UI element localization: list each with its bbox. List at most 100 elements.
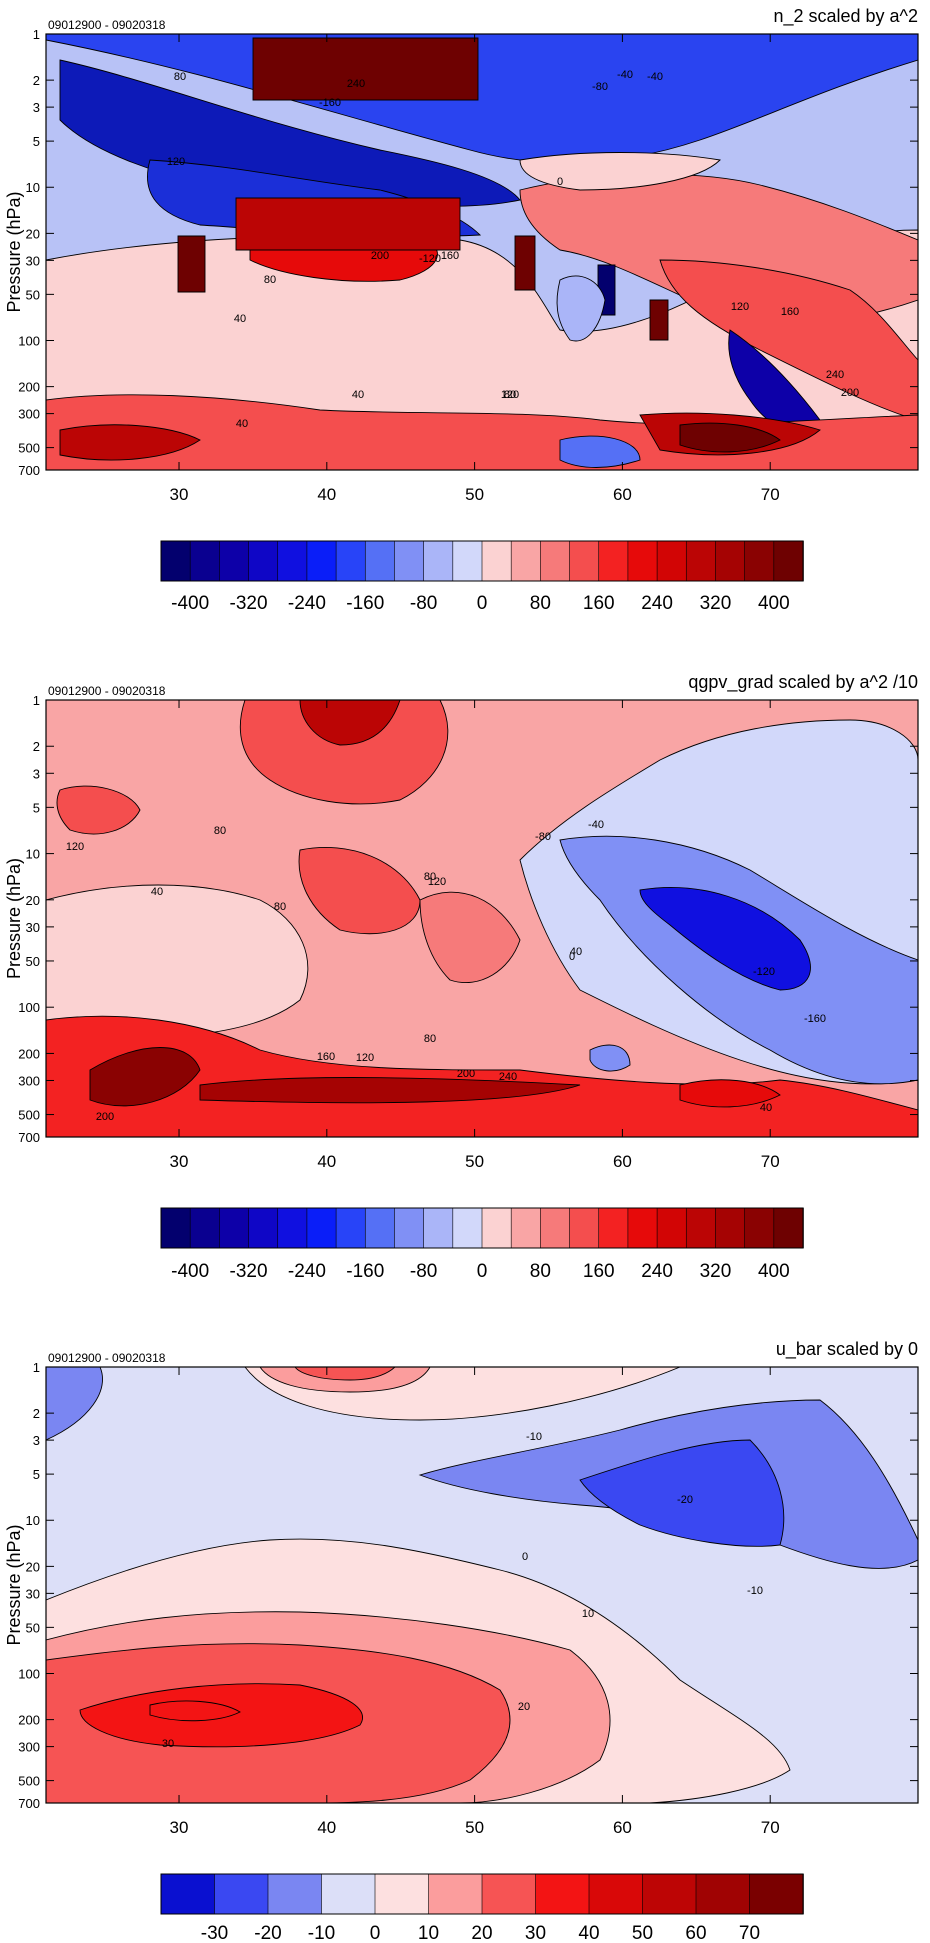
y-tick-label: 200 [18, 380, 40, 395]
contour-label: 200 [457, 1068, 475, 1080]
x-tick-label: 50 [465, 1152, 484, 1171]
y-tick-label: 2 [33, 73, 40, 88]
contour-label: -80 [592, 81, 608, 93]
colorbar-swatch [394, 540, 425, 582]
contour-label: 120 [731, 301, 749, 313]
y-tick-label: 1 [33, 27, 40, 42]
y-tick-label: 20 [26, 226, 40, 241]
y-tick-label: 3 [33, 100, 40, 115]
colorbar-swatch [656, 540, 688, 582]
contour-label: 80 [214, 825, 226, 837]
y-axis-label: Pressure (hPa) [4, 1524, 24, 1645]
y-tick-label: 700 [18, 463, 40, 478]
contour-region [299, 700, 401, 746]
x-tick-label: 70 [761, 485, 780, 504]
chart-title: u_bar scaled by 0 [776, 1339, 918, 1360]
y-tick-label: 300 [18, 1073, 40, 1088]
x-tick-label: 70 [761, 1152, 780, 1171]
colorbar-frame [160, 1207, 804, 1249]
colorbar-swatch [321, 1873, 376, 1915]
time-range: 09012900 - 09020318 [48, 18, 166, 32]
colorbar-label: 240 [641, 1261, 673, 1282]
contour-label: 10 [582, 1608, 594, 1620]
colorbar-label: 160 [583, 1261, 615, 1282]
x-tick-label: 60 [613, 1152, 632, 1171]
y-tick-label: 2 [33, 739, 40, 754]
contour-region [419, 891, 521, 984]
y-tick-label: 500 [18, 1108, 40, 1123]
colorbar-label: 80 [530, 1261, 551, 1282]
colorbar-swatch [452, 1207, 483, 1249]
contour-region [679, 1079, 781, 1108]
colorbar-swatch [364, 540, 396, 582]
y-tick-label: 1 [33, 693, 40, 708]
contour-label: -120 [753, 966, 775, 978]
contour-label: 120 [167, 156, 185, 168]
contour-label: 0 [569, 951, 575, 963]
y-tick-label: 200 [18, 1046, 40, 1061]
colorbar-swatch [335, 1207, 367, 1249]
contour-label: 240 [826, 369, 844, 381]
contour-region [579, 1439, 785, 1547]
colorbar-swatch [481, 1207, 512, 1249]
x-tick-label: 40 [317, 1152, 336, 1171]
contour-label: 0 [522, 1551, 528, 1563]
colorbar-label: -400 [171, 593, 209, 614]
colorbar-swatch [277, 540, 308, 582]
contour-label: -20 [677, 1494, 693, 1506]
y-tick-label: 700 [18, 1796, 40, 1811]
colorbar-swatch [277, 1207, 308, 1249]
y-tick-label: 100 [18, 1000, 40, 1015]
contour-label: 160 [441, 250, 459, 262]
contour-label: 40 [570, 946, 582, 958]
contour-region [589, 1044, 631, 1072]
colorbar-swatch [481, 540, 512, 582]
colorbar-swatch [364, 1207, 396, 1249]
colorbar-swatch [267, 1873, 323, 1915]
colorbar-label: -320 [230, 593, 268, 614]
contour-label: -160 [319, 97, 341, 109]
contour-label: 80 [174, 71, 186, 83]
contour-region [519, 152, 721, 191]
colorbar-label: 0 [477, 1261, 488, 1282]
y-tick-label: 500 [18, 1774, 40, 1789]
contour-label: 40 [760, 1102, 772, 1114]
contour-region [556, 275, 606, 342]
y-axis-label: Pressure (hPa) [4, 858, 24, 979]
colorbar-swatch [744, 1207, 775, 1249]
x-tick-label: 30 [170, 485, 189, 504]
contour-region [679, 422, 781, 453]
contour-region [46, 1015, 918, 1137]
contour-label: 160 [317, 1051, 335, 1063]
contour-label: -40 [617, 69, 633, 81]
contour-label: 200 [96, 1111, 114, 1123]
contour-region [252, 37, 479, 101]
contour-label: -10 [526, 1431, 542, 1443]
contour-label: 40 [236, 418, 248, 430]
y-tick-label: 30 [26, 253, 40, 268]
colorbar-swatch [189, 1207, 221, 1249]
colorbar-swatch [773, 540, 804, 582]
colorbar-label: -160 [346, 1261, 384, 1282]
contour-label: 30 [162, 1738, 174, 1750]
contour-label: 120 [501, 389, 519, 401]
y-tick-label: 2 [33, 1406, 40, 1421]
colorbar-label: 20 [471, 1923, 492, 1943]
colorbar-label: 60 [685, 1923, 706, 1943]
colorbar-swatch [394, 1207, 425, 1249]
contour-label: 120 [356, 1052, 374, 1064]
chart-title: n_2 scaled by a^2 [773, 6, 918, 27]
colorbar-swatch [685, 1207, 717, 1249]
y-tick-label: 5 [33, 1467, 40, 1482]
colorbar-label: 160 [583, 593, 615, 614]
contour-region [46, 1367, 103, 1441]
colorbar-frame [160, 540, 804, 582]
colorbar-label: 240 [641, 593, 673, 614]
chart-panel-3: -10 -20 -10 0 10 20 30 30 40 50 60 70 1 2 3 5 10 20 30 50 10… [4, 1339, 919, 1943]
contour-region [89, 1047, 201, 1107]
colorbar-swatch [535, 1873, 590, 1915]
x-tick-label: 40 [317, 485, 336, 504]
